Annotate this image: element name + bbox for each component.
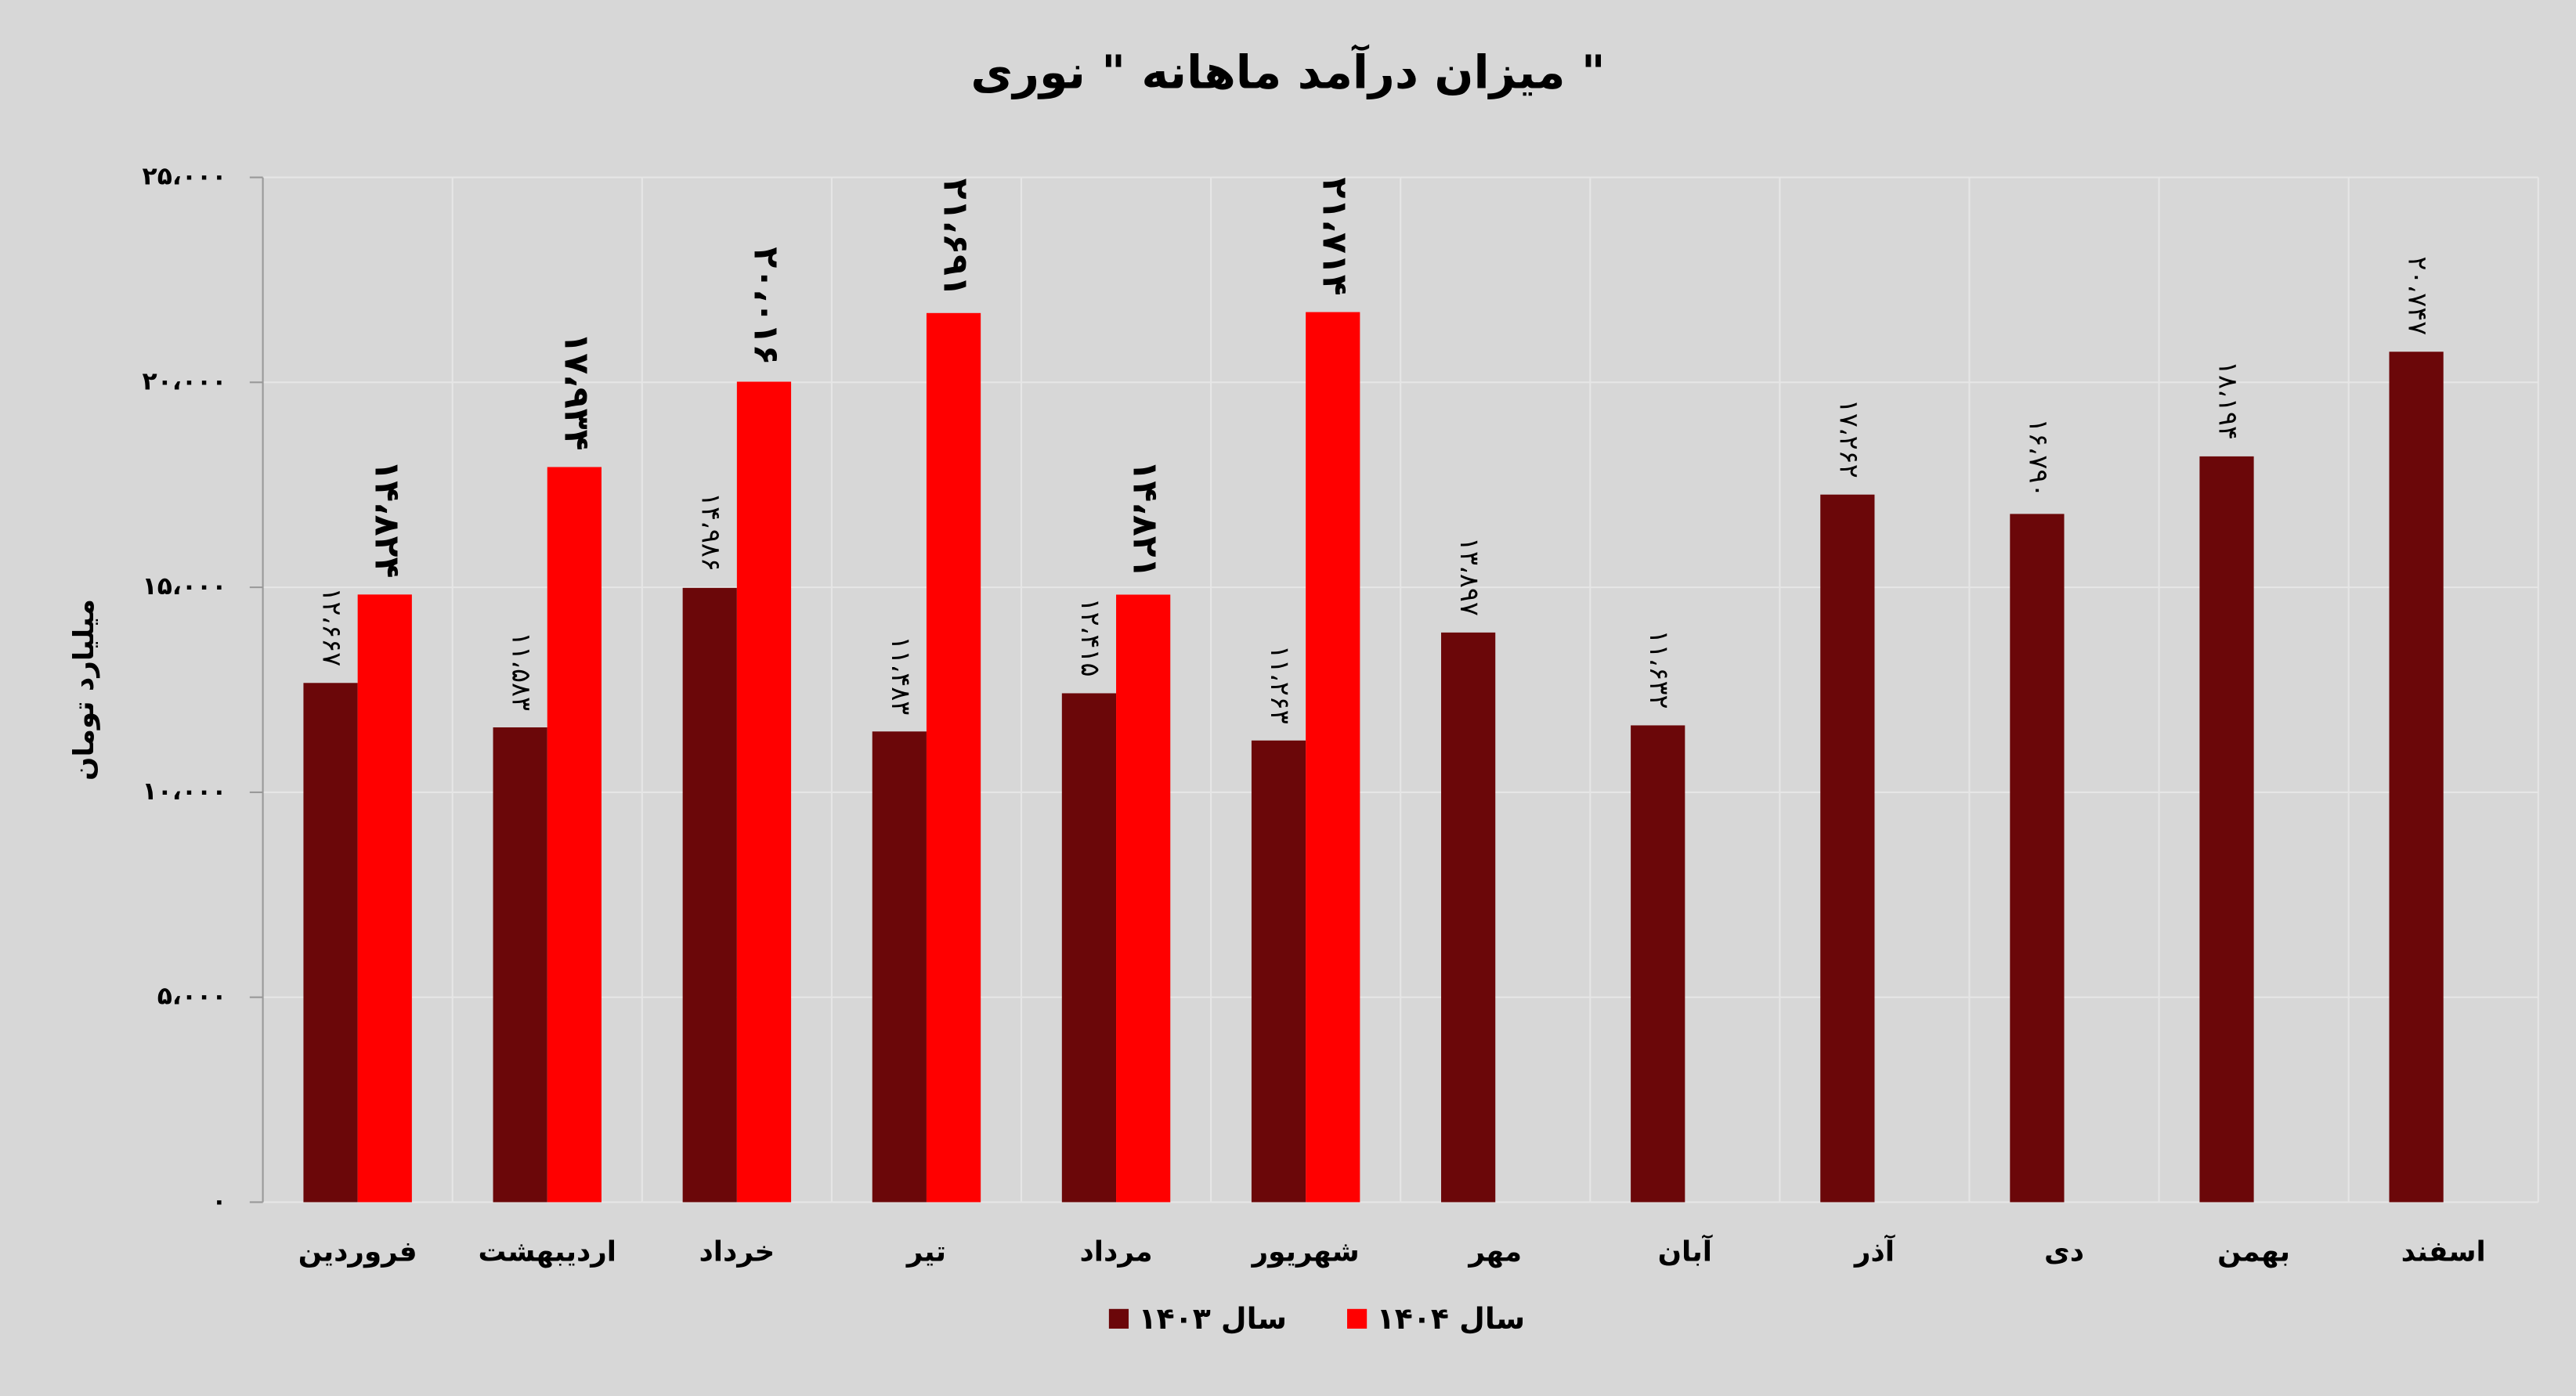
bar	[2389, 352, 2444, 1203]
legend-swatch	[1347, 1308, 1367, 1329]
data-label: ۱۴،۸۲۱	[1125, 460, 1165, 578]
data-label: ۱۸،۱۹۴	[2213, 361, 2244, 440]
bar	[736, 381, 792, 1203]
x-tick-label: شهریور	[1251, 1235, 1360, 1268]
bar	[872, 731, 927, 1203]
x-tick-label: مرداد	[1080, 1235, 1153, 1268]
data-label: ۱۱،۵۸۳	[507, 632, 537, 711]
bar	[1306, 312, 1360, 1203]
x-tick-label: آذر	[1853, 1234, 1895, 1268]
x-tick-label: آبان	[1658, 1234, 1713, 1268]
x-tick-label: اسفند	[2401, 1235, 2486, 1268]
y-tick-label: ۱۵،۰۰۰	[143, 572, 227, 601]
data-label: ۲۰،۰۱۶	[746, 247, 786, 365]
y-axis-label: میلیارد تومان	[68, 599, 100, 781]
data-label: ۲۰،۷۴۷	[2403, 256, 2433, 335]
data-label: ۱۱،۴۸۳	[886, 636, 916, 715]
x-tick-label: اردیبهشت	[479, 1235, 616, 1268]
bar	[303, 683, 358, 1203]
data-label: ۱۲،۶۶۷	[317, 587, 348, 666]
x-tick-label: خرداد	[699, 1235, 775, 1268]
y-tick-label: ۱۰،۰۰۰	[143, 777, 227, 806]
legend-label: سال ۱۴۰۳	[1139, 1301, 1287, 1336]
x-tick-label: تیر	[905, 1235, 946, 1268]
data-label: ۱۲،۴۱۵	[1075, 598, 1106, 677]
x-tick-label: بهمن	[2217, 1235, 2290, 1268]
y-tick-label: ۲۵،۰۰۰	[143, 163, 227, 191]
x-tick-label: دی	[2044, 1235, 2084, 1268]
data-label: ۲۱،۷۱۴	[1315, 178, 1355, 296]
data-label: ۱۷،۲۶۲	[1834, 399, 1864, 478]
legend-swatch	[1108, 1308, 1129, 1329]
data-label: ۱۱،۲۶۳	[1265, 645, 1295, 724]
bar	[357, 594, 412, 1203]
bar	[493, 727, 547, 1203]
data-label: ۱۶،۷۹۰	[2023, 419, 2054, 498]
bar	[1061, 693, 1117, 1203]
bar	[1251, 740, 1306, 1203]
y-tick-label: ۵،۰۰۰	[157, 983, 227, 1011]
chart-title: میزان درآمد ماهانه " نوری "	[970, 44, 1605, 100]
bar	[1820, 494, 1875, 1203]
x-tick-label: فروردین	[298, 1235, 417, 1268]
data-label: ۱۷،۹۳۴	[556, 332, 596, 450]
data-label: ۱۳،۸۹۷	[1454, 537, 1485, 616]
bar	[1441, 632, 1496, 1203]
data-label: ۱۱،۶۳۲	[1644, 630, 1675, 709]
bar	[1116, 594, 1171, 1203]
data-label: ۲۱،۶۹۱	[936, 179, 976, 297]
y-tick-label: ۰	[211, 1187, 226, 1215]
bar	[926, 312, 981, 1203]
y-tick-label: ۲۰،۰۰۰	[143, 367, 227, 395]
legend-label: سال ۱۴۰۴	[1377, 1301, 1525, 1336]
data-label: ۱۴،۸۲۴	[367, 460, 406, 578]
bar	[2199, 456, 2254, 1203]
bar	[1631, 725, 1685, 1203]
x-tick-label: مهر	[1467, 1235, 1522, 1268]
data-label: ۱۴،۹۸۶	[696, 492, 727, 572]
bar	[2010, 514, 2065, 1203]
bar	[547, 467, 602, 1203]
bar	[682, 587, 737, 1203]
